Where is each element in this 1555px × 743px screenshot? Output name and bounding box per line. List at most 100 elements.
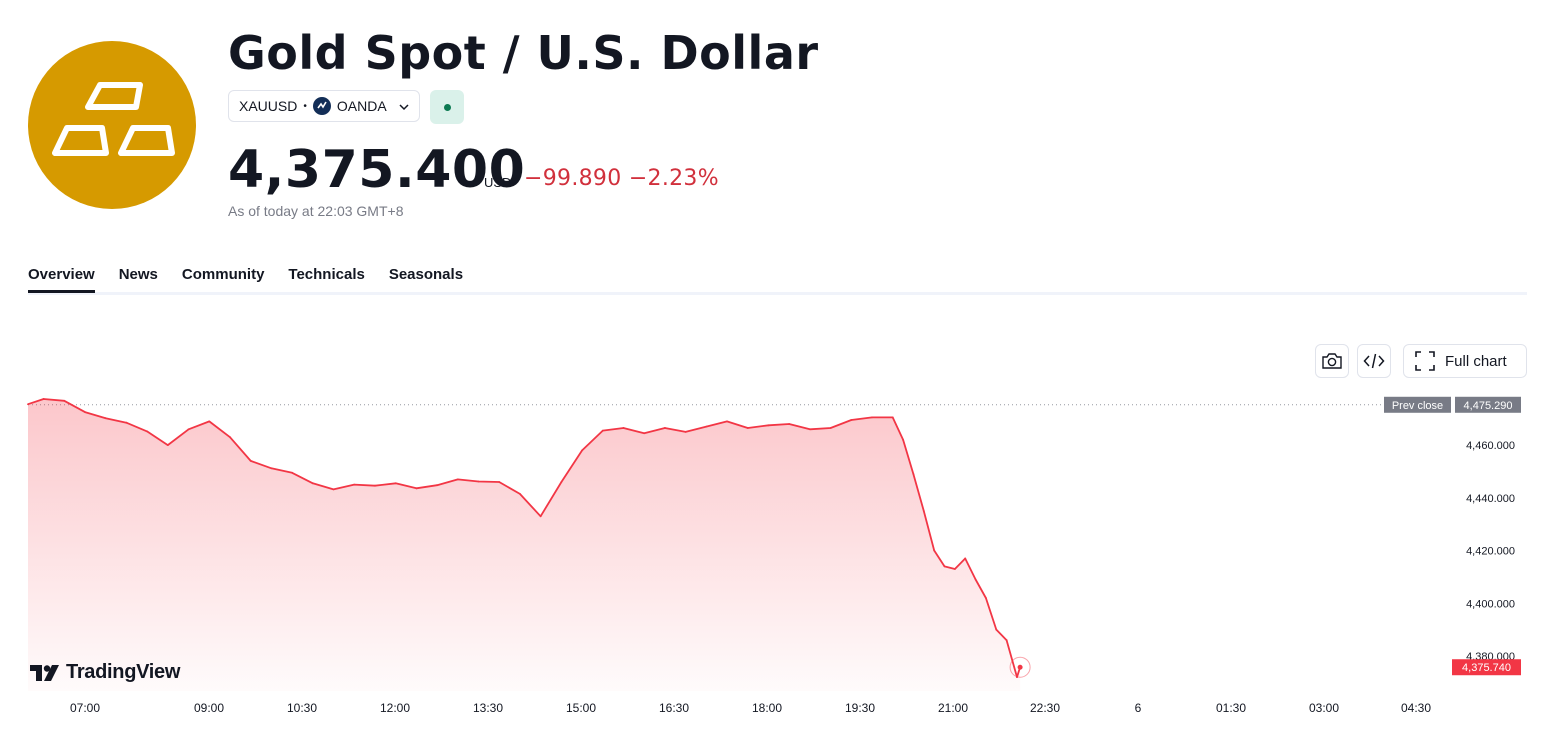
data-point bbox=[684, 431, 687, 433]
full-chart-label: Full chart bbox=[1445, 352, 1507, 370]
change-value: −99.890 bbox=[524, 166, 622, 191]
fullscreen-icon bbox=[1415, 351, 1435, 371]
oanda-logo-icon bbox=[312, 97, 331, 115]
data-point bbox=[985, 597, 987, 599]
data-point bbox=[964, 557, 967, 560]
x-tick-label: 10:30 bbox=[287, 701, 317, 715]
prev-close-label: Prev close bbox=[1392, 400, 1443, 412]
full-chart-button[interactable]: Full chart bbox=[1403, 344, 1527, 378]
y-tick-label: 4,400.000 bbox=[1466, 598, 1515, 610]
tradingview-wordmark: TradingView bbox=[66, 661, 181, 683]
x-tick-label: 07:00 bbox=[70, 701, 100, 715]
gold-bars-icon bbox=[28, 41, 196, 209]
data-point bbox=[436, 484, 438, 487]
data-point bbox=[891, 416, 894, 419]
data-point bbox=[622, 427, 625, 429]
chevron-down-icon bbox=[399, 98, 409, 114]
data-point bbox=[1005, 639, 1008, 642]
data-point bbox=[146, 430, 149, 433]
data-point bbox=[995, 628, 998, 631]
data-point bbox=[581, 449, 583, 452]
x-tick-label: 18:00 bbox=[752, 701, 782, 715]
last-price-tag bbox=[1452, 659, 1521, 676]
data-point bbox=[84, 411, 86, 414]
market-open-dot-icon bbox=[443, 103, 451, 111]
tab-community[interactable]: Community bbox=[181, 266, 265, 283]
market-status-button[interactable] bbox=[430, 90, 464, 124]
x-tick-label: 12:00 bbox=[380, 701, 410, 715]
page-title: Gold Spot / U.S. Dollar bbox=[228, 26, 819, 80]
data-point bbox=[394, 482, 397, 485]
data-point bbox=[746, 427, 749, 429]
separator-dot: • bbox=[303, 100, 307, 112]
data-point bbox=[808, 428, 811, 431]
change-percent: −2.23% bbox=[628, 166, 719, 191]
data-point bbox=[539, 515, 542, 518]
section-tabs: Overview News Community Technicals Seaso… bbox=[28, 266, 464, 293]
x-tick-label: 19:30 bbox=[845, 701, 875, 715]
data-point bbox=[249, 460, 252, 462]
screenshot-button[interactable] bbox=[1315, 344, 1349, 378]
data-point bbox=[871, 416, 873, 419]
x-tick-label: 13:30 bbox=[473, 701, 503, 715]
prev-close-tag bbox=[1384, 396, 1451, 413]
data-point bbox=[943, 565, 946, 568]
x-tick-label: 01:30 bbox=[1216, 701, 1246, 715]
data-point bbox=[519, 492, 521, 495]
data-point bbox=[933, 549, 936, 552]
data-point bbox=[922, 510, 925, 512]
x-tick-label: 21:00 bbox=[938, 701, 968, 715]
data-point bbox=[374, 484, 376, 487]
data-point bbox=[850, 419, 853, 421]
data-point bbox=[705, 425, 708, 428]
data-point bbox=[332, 488, 335, 491]
data-point bbox=[953, 568, 956, 570]
y-tick-label: 4,420.000 bbox=[1466, 546, 1515, 558]
data-point bbox=[104, 417, 107, 420]
data-point bbox=[229, 436, 231, 439]
data-point bbox=[125, 421, 128, 424]
symbol-selector[interactable]: XAUUSD • OANDA bbox=[228, 90, 420, 122]
x-tick-label: 15:00 bbox=[566, 701, 596, 715]
data-point bbox=[415, 487, 418, 490]
last-price-dot bbox=[1017, 664, 1023, 670]
price-line bbox=[27, 398, 1021, 678]
data-point bbox=[902, 438, 904, 441]
tradingview-logo-icon bbox=[30, 664, 59, 681]
data-point bbox=[27, 403, 29, 406]
data-point bbox=[208, 420, 211, 423]
tab-overview[interactable]: Overview bbox=[28, 266, 95, 293]
data-point bbox=[601, 429, 604, 432]
data-point bbox=[270, 467, 273, 470]
price-area bbox=[28, 399, 1021, 691]
tab-news[interactable]: News bbox=[118, 266, 158, 283]
data-point bbox=[912, 473, 915, 475]
data-point bbox=[166, 444, 169, 446]
prev-close-value: 4,475.290 bbox=[1464, 400, 1513, 412]
data-point bbox=[664, 427, 666, 429]
data-point bbox=[560, 481, 563, 483]
x-tick-label: 09:00 bbox=[194, 701, 224, 715]
data-point bbox=[974, 578, 977, 581]
last-price: 4,375.400 bbox=[228, 140, 526, 200]
tab-technicals[interactable]: Technicals bbox=[288, 266, 365, 283]
price-chart[interactable]: 07:00 09:00 10:30 12:00 13:30 15:00 16:30 18:00… bbox=[0, 395, 1555, 743]
price-currency: USD bbox=[484, 175, 512, 190]
data-point bbox=[788, 423, 791, 425]
last-price-pulse bbox=[1009, 656, 1031, 678]
tab-seasonals[interactable]: Seasonals bbox=[388, 266, 464, 283]
camera-icon bbox=[1322, 353, 1342, 369]
y-tick-label: 4,460.000 bbox=[1466, 440, 1515, 452]
data-point bbox=[829, 427, 832, 429]
price-change: −99.890 −2.23% bbox=[524, 166, 719, 191]
y-tick-label: 4,440.000 bbox=[1466, 493, 1515, 505]
data-point bbox=[477, 480, 480, 483]
embed-button[interactable] bbox=[1357, 344, 1391, 378]
data-point bbox=[498, 481, 501, 483]
data-point bbox=[353, 483, 356, 486]
prev-close-value-tag bbox=[1455, 396, 1521, 413]
last-price-value: 4,375.740 bbox=[1462, 662, 1511, 674]
as-of-timestamp: As of today at 22:03 GMT+8 bbox=[228, 203, 404, 219]
data-point bbox=[63, 399, 66, 402]
x-tick-label: 16:30 bbox=[659, 701, 689, 715]
